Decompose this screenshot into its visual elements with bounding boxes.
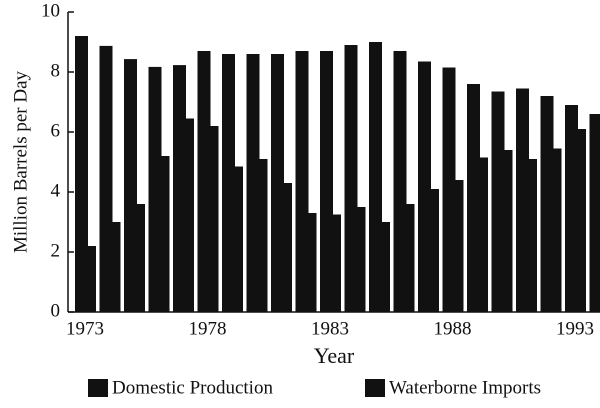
bar xyxy=(553,148,562,312)
bar xyxy=(406,204,415,312)
bar xyxy=(246,54,260,312)
bar xyxy=(320,51,333,312)
bar xyxy=(295,51,309,312)
bar xyxy=(148,66,162,313)
bar xyxy=(235,166,243,312)
bar xyxy=(455,180,464,312)
bar xyxy=(516,88,529,312)
bar xyxy=(491,91,505,312)
x-tick-label: 1978 xyxy=(189,318,227,339)
bar xyxy=(393,51,407,312)
bar xyxy=(284,183,292,312)
bar xyxy=(259,159,268,312)
bar xyxy=(137,204,145,312)
legend-label: Waterborne Imports xyxy=(389,377,541,398)
x-axis-title: Year xyxy=(314,343,355,368)
y-axis-title: Million Barrels per Day xyxy=(10,70,31,253)
bar xyxy=(75,36,88,312)
bar xyxy=(271,54,284,312)
bar xyxy=(467,84,480,312)
x-tick-label: 1973 xyxy=(66,318,104,339)
bar xyxy=(186,118,194,312)
bar xyxy=(565,105,578,312)
bar xyxy=(161,156,170,312)
bar xyxy=(357,207,366,312)
bar xyxy=(418,61,431,312)
x-tick-label: 1993 xyxy=(556,318,594,339)
bar xyxy=(197,51,211,312)
bar xyxy=(480,157,488,312)
bar xyxy=(222,54,235,312)
y-tick-label: 6 xyxy=(51,120,61,141)
bar xyxy=(308,213,317,312)
bar xyxy=(442,67,456,312)
bar xyxy=(124,59,137,312)
bar xyxy=(540,96,554,312)
bar xyxy=(589,114,600,312)
legend-swatch xyxy=(88,379,108,397)
legend-swatch xyxy=(365,379,385,397)
legend-label: Domestic Production xyxy=(112,377,273,398)
bar xyxy=(382,222,390,312)
bar xyxy=(88,246,96,312)
y-tick-label: 0 xyxy=(51,300,61,321)
bar xyxy=(112,222,121,312)
bar xyxy=(504,150,513,312)
bar xyxy=(529,159,537,312)
bar xyxy=(344,45,358,312)
bar xyxy=(333,214,341,312)
bar xyxy=(99,45,113,313)
bar xyxy=(578,129,586,312)
bar xyxy=(431,189,439,312)
x-tick-label: 1988 xyxy=(434,318,472,339)
y-tick-label: 4 xyxy=(51,180,61,201)
y-tick-label: 8 xyxy=(51,60,61,81)
bar xyxy=(369,42,382,312)
y-tick-label: 2 xyxy=(51,240,61,261)
x-tick-label: 1983 xyxy=(311,318,349,339)
bar xyxy=(210,126,219,312)
bar xyxy=(173,65,186,312)
y-tick-label: 10 xyxy=(41,0,60,21)
